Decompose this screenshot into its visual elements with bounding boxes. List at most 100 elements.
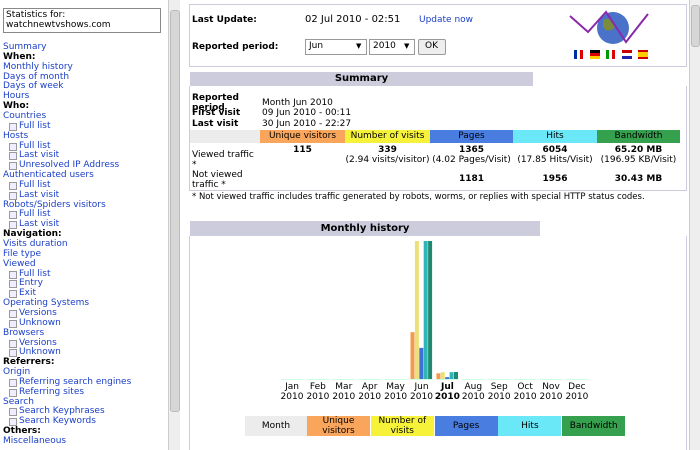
period-label: Reported period: [192, 42, 279, 52]
menu-link[interactable]: Countries [3, 110, 47, 121]
cell-value: 30.43 MB [614, 174, 663, 184]
menu-sublink[interactable]: Full list [19, 120, 51, 131]
bar [423, 241, 428, 379]
cell-value: 1956 [542, 174, 568, 184]
last-update-label: Last Update: [192, 15, 257, 25]
footnote: * Not viewed traffic includes traffic ge… [192, 192, 645, 202]
menu-icon [9, 191, 17, 200]
year-label: 2010 [332, 392, 356, 402]
menu-sublink[interactable]: Entry [19, 278, 43, 289]
flags [574, 50, 648, 59]
header-blank [190, 130, 260, 143]
year-label: 2010 [280, 392, 304, 402]
menu-sublink[interactable]: Exit [19, 288, 37, 299]
menu-sublink[interactable]: Full list [19, 268, 51, 279]
site-box [3, 8, 161, 33]
menu-link[interactable]: Authenticated users [3, 170, 94, 181]
column-header: Unique visitors [260, 130, 345, 143]
sidebar-scroll-thumb[interactable] [170, 10, 180, 412]
bar [440, 372, 445, 379]
month-label: Nov [542, 382, 560, 392]
menu-sublink[interactable]: Search Keywords [19, 416, 96, 427]
row-label: Viewed traffic * [192, 150, 254, 170]
menu-link[interactable]: Robots/Spiders visitors [3, 199, 106, 210]
bar [419, 347, 424, 379]
ok-button[interactable] [418, 39, 446, 55]
menu-sublink[interactable]: Full list [19, 140, 51, 151]
menu-link[interactable]: Days of month [3, 71, 70, 82]
menu-link[interactable]: Summary [3, 42, 47, 52]
menu-sublink[interactable]: Versions [19, 307, 57, 318]
menu-icon [9, 349, 17, 358]
info-value: 30 Jun 2010 - 22:27 [262, 119, 352, 129]
menu-icon [9, 270, 17, 279]
bar [414, 241, 419, 379]
menu-link[interactable]: Hours [3, 91, 30, 102]
menu-icon [9, 162, 17, 171]
menu-link[interactable]: Browsers [3, 327, 45, 338]
column-header: Number of visits [345, 130, 430, 143]
month-label: Dec [568, 382, 586, 392]
menu-header: Others: [3, 426, 41, 437]
menu-link[interactable]: Origin [3, 367, 31, 378]
sidebar [0, 0, 168, 450]
column-header: Pages [430, 130, 513, 143]
menu-header: Referrers: [3, 357, 55, 368]
cell-value: 1181 [458, 174, 485, 184]
logo-line [569, 10, 649, 44]
month-select[interactable] [305, 39, 367, 55]
column-header: Bandwidth [597, 130, 680, 143]
menu-link[interactable]: Miscellaneous [3, 436, 67, 446]
menu-link[interactable]: File type [3, 248, 42, 259]
menu-sublink[interactable]: Unresolved IP Address [19, 160, 120, 171]
main-scrollbar [689, 0, 700, 450]
menu-sublink[interactable]: Versions [19, 337, 57, 348]
bar [454, 372, 458, 379]
menu-icon [9, 339, 17, 348]
month-label: Feb [309, 382, 326, 392]
menu-link[interactable]: Hosts [3, 130, 29, 141]
month-arrow: ▼ [356, 42, 362, 50]
info-label: First visit [192, 108, 241, 118]
menu-sublink[interactable]: Referring search engines [19, 376, 132, 387]
menu-sublink[interactable]: Unknown [19, 347, 61, 358]
menu-header: When: [3, 51, 36, 62]
cell-detail: (196.95 KB/Visit) [600, 155, 677, 165]
legend-entry: Number of visits [370, 416, 434, 436]
year-label: 2010 [306, 392, 330, 402]
year-label: 2010 [565, 392, 589, 402]
cell-detail: (4.02 Pages/Visit) [432, 155, 511, 165]
update-now[interactable]: Update now [419, 15, 474, 25]
year-label: 2010 [434, 392, 460, 402]
menu-sublink[interactable]: Unknown [19, 317, 61, 328]
month-label: Jan [285, 382, 299, 392]
info-value: 09 Jun 2010 - 00:11 [262, 108, 352, 118]
legend-entry: Pages [434, 416, 498, 436]
menu-icon [9, 211, 17, 220]
menu-sublink[interactable]: Full list [19, 209, 51, 220]
menu-sublink[interactable]: Referring sites [19, 386, 85, 397]
info-label: Last visit [192, 119, 239, 129]
menu-link[interactable]: Search [3, 396, 34, 407]
cell-detail: (2.94 visits/visitor) [345, 155, 430, 165]
menu-sublink[interactable]: Last visit [19, 150, 60, 161]
menu-icon [9, 181, 17, 190]
menu-icon [9, 142, 17, 151]
month-label: Mar [335, 382, 353, 392]
menu-link[interactable]: Viewed [3, 258, 36, 269]
year-select[interactable] [369, 39, 415, 55]
menu-sublink[interactable]: Search Keyphrases [19, 406, 105, 417]
menu-link[interactable]: Operating Systems [3, 298, 90, 309]
menu-sublink[interactable]: Last visit [19, 219, 60, 230]
menu-icon [9, 221, 17, 230]
cell-detail: (17.85 Hits/Visit) [517, 155, 593, 165]
menu-sublink[interactable]: Last visit [19, 189, 60, 200]
menu-link[interactable]: Monthly history [3, 61, 73, 72]
menu-sublink[interactable]: Full list [19, 179, 51, 190]
summary-title: Summary [190, 72, 533, 86]
month-value: Jun [309, 41, 324, 51]
menu-link[interactable]: Days of week [3, 81, 64, 92]
menu-link[interactable]: Visits duration [3, 239, 68, 249]
